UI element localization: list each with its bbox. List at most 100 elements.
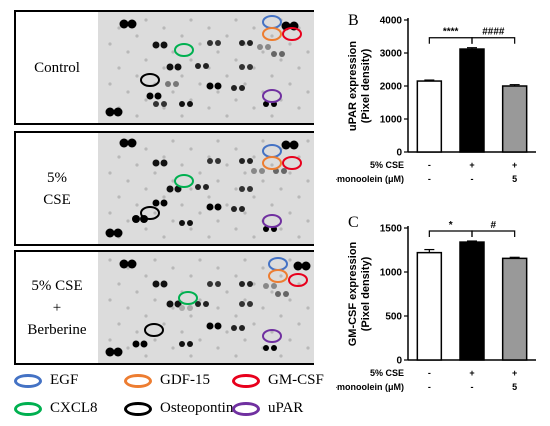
significance-bracket xyxy=(428,37,473,44)
faint-spot xyxy=(216,139,220,143)
blot-spot xyxy=(127,259,137,269)
blot-spot xyxy=(132,340,140,348)
gmcsf-ring-icon xyxy=(282,156,302,170)
condition-mark: + xyxy=(512,160,517,170)
faint-spot xyxy=(198,258,202,262)
faint-spot xyxy=(144,18,148,22)
blot-spot xyxy=(214,322,222,330)
faint-spot xyxy=(180,34,184,38)
faint-spot xyxy=(234,98,238,102)
faint-spot xyxy=(108,171,112,175)
faint-spot xyxy=(171,346,175,350)
condition-mark: - xyxy=(428,368,431,378)
faint-spot xyxy=(180,203,184,207)
faint-spot xyxy=(189,187,193,191)
faint-spot xyxy=(198,338,202,342)
condition-mark: + xyxy=(469,160,474,170)
y-tick-label: 4000 xyxy=(380,16,403,27)
gdf15-ring-icon xyxy=(262,156,282,170)
blot-spot xyxy=(195,63,201,69)
faint-spot xyxy=(189,147,193,151)
faint-spot xyxy=(306,50,310,54)
faint-spot xyxy=(243,298,247,302)
panel-letter-b: B xyxy=(348,12,359,29)
faint-spot xyxy=(225,34,229,38)
faint-spot xyxy=(171,90,175,94)
blot-spot xyxy=(166,63,174,71)
ring-icon xyxy=(14,373,42,388)
upar-ring-icon xyxy=(262,329,282,343)
faint-spot xyxy=(243,171,247,175)
faint-spot xyxy=(189,58,193,62)
faint-spot xyxy=(252,155,256,159)
faint-spot xyxy=(270,290,274,294)
blot-spot xyxy=(207,158,213,164)
membrane-spots xyxy=(105,257,311,358)
blot-spot xyxy=(247,281,253,287)
faint-spot xyxy=(306,179,310,183)
faint-spot xyxy=(234,58,238,62)
blot-spot xyxy=(293,261,303,271)
faint-spot xyxy=(198,298,202,302)
blot-spot xyxy=(206,203,214,211)
y-tick-label: 2000 xyxy=(380,82,403,93)
gdf15-ring-icon xyxy=(262,27,282,41)
blot-spot xyxy=(160,280,168,288)
blot-spot xyxy=(166,300,174,308)
blot-spot xyxy=(263,345,269,351)
blot-spot xyxy=(257,44,263,50)
blot-spot xyxy=(140,340,148,348)
y-tick-label: 0 xyxy=(396,356,402,367)
significance-label: * xyxy=(449,220,453,231)
faint-spot xyxy=(135,290,139,294)
significance-bracket xyxy=(471,230,516,238)
faint-spot xyxy=(297,195,301,199)
faint-spot xyxy=(126,219,130,223)
blot-spot xyxy=(113,107,123,117)
faint-spot xyxy=(261,266,265,270)
y-axis-label: uPAR expression xyxy=(347,41,359,132)
faint-spot xyxy=(126,90,130,94)
faint-spot xyxy=(162,106,166,110)
faint-spot xyxy=(117,322,121,326)
faint-spot xyxy=(126,50,130,54)
faint-spot xyxy=(243,258,247,262)
faint-spot xyxy=(117,195,121,199)
blot-spot xyxy=(152,199,160,207)
blot-spot xyxy=(259,168,265,174)
blot-spot xyxy=(105,107,115,117)
faint-spot xyxy=(171,179,175,183)
blot-spot xyxy=(239,325,245,331)
blot-spot xyxy=(207,40,213,46)
upar-bar-chart: uPAR expression (Pixel density) 0 1000 2000 3… xyxy=(315,16,536,184)
faint-spot xyxy=(207,26,211,30)
faint-spot xyxy=(225,330,229,334)
blot-spot xyxy=(214,82,222,90)
faint-spot xyxy=(171,50,175,54)
blot-membrane-control xyxy=(98,12,314,123)
bar xyxy=(416,80,443,153)
upar-ring-icon xyxy=(262,214,282,228)
row-label-cse: 5% CSE xyxy=(43,169,71,208)
osteopontin-ring-icon xyxy=(140,73,160,87)
faint-spot xyxy=(270,203,274,207)
faint-spot xyxy=(234,227,238,231)
osteopontin-ring-icon xyxy=(140,206,160,220)
ring-icon xyxy=(232,373,260,388)
faint-spot xyxy=(180,114,184,118)
blot-spot xyxy=(187,305,193,311)
legend-item-gmcsf: GM-CSF xyxy=(232,372,324,389)
faint-spot xyxy=(144,98,148,102)
blot-spot xyxy=(203,184,209,190)
faint-spot xyxy=(189,18,193,22)
blot-spot xyxy=(247,40,253,46)
y-axis-label: (Pixel density) xyxy=(360,48,372,123)
blot-spot xyxy=(160,41,168,49)
blot-spot xyxy=(271,51,277,57)
faint-spot xyxy=(288,171,292,175)
condition-mark: - xyxy=(428,174,431,184)
faint-spot xyxy=(108,42,112,46)
faint-spot xyxy=(288,82,292,86)
faint-spot xyxy=(216,306,220,310)
condition-mark: - xyxy=(428,160,431,170)
